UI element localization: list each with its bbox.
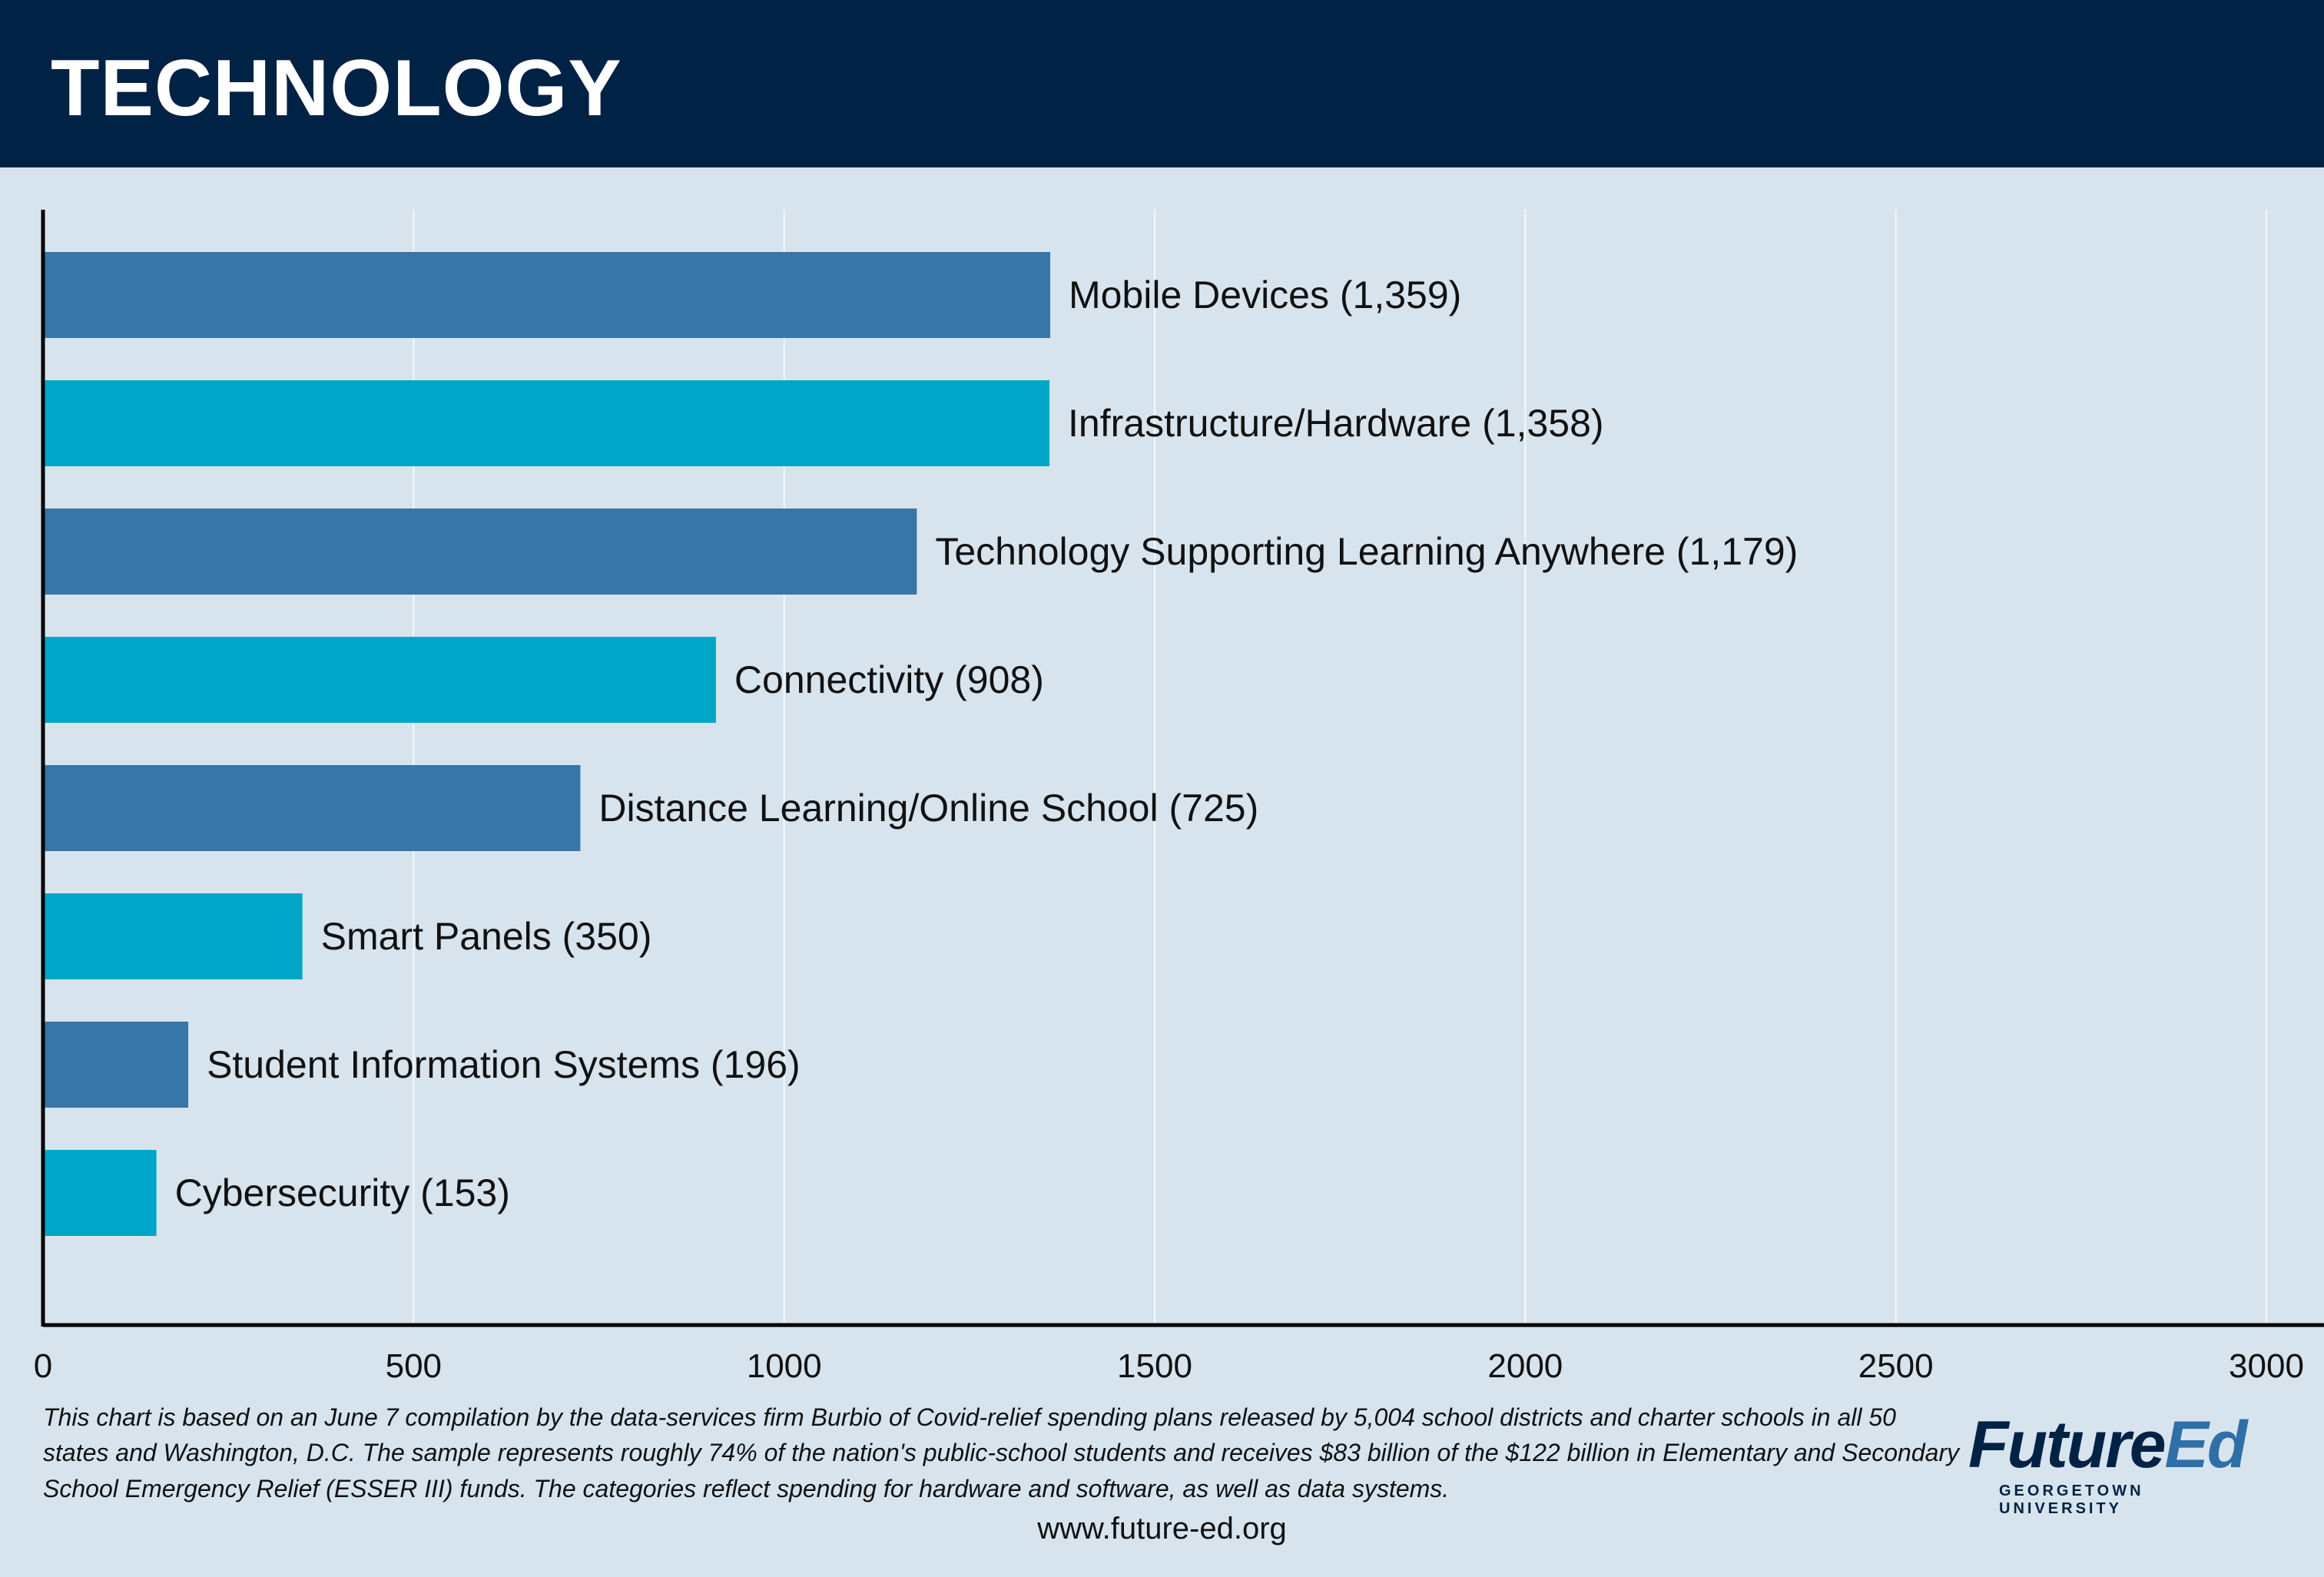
x-tick-label: 0 xyxy=(34,1347,52,1385)
bar-label: Technology Supporting Learning Anywhere … xyxy=(935,530,1798,573)
chart-footnote: This chart is based on an June 7 compila… xyxy=(43,1403,1960,1502)
bar-chart: 0 500 1000 1500 2000 2500 3000 Mobile Devices (… xyxy=(34,210,2324,1385)
logo-wordmark: FutureEd xyxy=(1968,1412,2247,1478)
bar-label: Mobile Devices (1,359) xyxy=(1069,273,1461,316)
bar-label: Infrastructure/Hardware (1,358) xyxy=(1068,402,1604,445)
x-tick-label: 3000 xyxy=(2229,1347,2304,1385)
x-tick-label: 2000 xyxy=(1487,1347,1563,1385)
bar xyxy=(43,252,1050,338)
page-title: TECHNOLOGY xyxy=(51,44,622,133)
bar-label: Distance Learning/Online School (725) xyxy=(598,787,1258,830)
x-tick-label: 1500 xyxy=(1117,1347,1192,1385)
x-tick-label: 500 xyxy=(386,1347,442,1385)
bar xyxy=(43,893,303,979)
logo-subtitle: GEORGETOWN UNIVERSITY xyxy=(1999,1483,2144,1517)
bar-label: Smart Panels (350) xyxy=(321,915,652,958)
futureed-logo: FutureEd GEORGETOWN UNIVERSITY xyxy=(1968,1412,2260,1517)
logo-future-text: Future xyxy=(1968,1408,2167,1482)
x-tick-label: 2500 xyxy=(1858,1347,1934,1385)
x-tick-label: 1000 xyxy=(747,1347,822,1385)
bar xyxy=(43,1022,189,1108)
bar xyxy=(43,765,581,851)
bar xyxy=(43,380,1050,466)
header-banner: TECHNOLOGY xyxy=(0,0,2324,167)
bar-label: Student Information Systems (196) xyxy=(207,1043,801,1086)
bar xyxy=(43,509,917,595)
bar-label: Cybersecurity (153) xyxy=(175,1171,510,1214)
bar xyxy=(43,637,716,723)
logo-ed-text: Ed xyxy=(2164,1408,2248,1482)
bar-label: Connectivity (908) xyxy=(734,658,1044,701)
footer-url[interactable]: www.future-ed.org xyxy=(1037,1512,1287,1546)
bar xyxy=(43,1150,157,1236)
